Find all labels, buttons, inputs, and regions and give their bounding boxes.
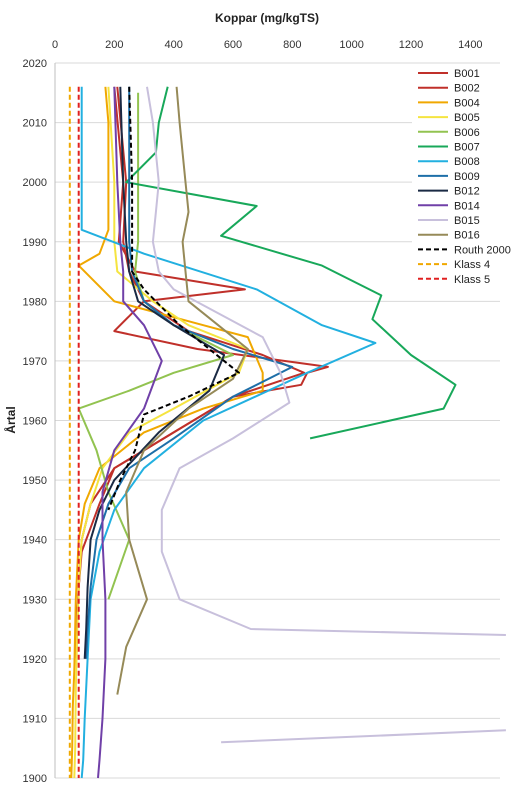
y-tick-label: 1950 (23, 475, 47, 487)
y-tick-label: 2020 (23, 58, 47, 70)
legend-label: B008 (454, 156, 480, 168)
legend-label: B002 (454, 83, 480, 95)
series-line-b002 (74, 86, 306, 642)
series-line-b016 (116, 86, 249, 695)
legend-label: Klass 4 (454, 259, 490, 271)
y-tick-label: 1980 (23, 296, 47, 308)
chart-title: Koppar (mg/kgTS) (215, 11, 319, 25)
series-line-routh-2000 (107, 86, 240, 511)
y-tick-label: 1900 (23, 773, 47, 785)
x-tick-label: 1200 (399, 39, 423, 51)
y-tick-label: 1910 (23, 713, 47, 725)
legend-label: Klass 5 (454, 274, 490, 286)
y-tick-label: 1920 (23, 654, 47, 666)
legend-label: B005 (454, 112, 480, 124)
series-line-b012 (83, 86, 226, 659)
x-tick-label: 400 (164, 39, 182, 51)
legend-label: B012 (454, 186, 480, 198)
y-tick-label: 1930 (23, 594, 47, 606)
x-tick-label: 800 (283, 39, 301, 51)
series-line-b004 (70, 86, 264, 779)
y-tick-label: 1940 (23, 535, 47, 547)
legend-label: B006 (454, 127, 480, 139)
legend-label: B014 (454, 200, 480, 212)
legend-label: B007 (454, 142, 480, 154)
y-axis-label: Årtal (3, 406, 18, 433)
x-tick-label: 1000 (339, 39, 363, 51)
y-tick-label: 1970 (23, 356, 47, 368)
series-line-b014 (97, 86, 163, 779)
series-line-b008 (80, 86, 377, 779)
legend: B001 B002 B004 B005 B006 B007 B008 B009 B012 B014… (412, 64, 511, 286)
legend-label: B001 (454, 68, 480, 80)
x-tick-label: 0 (52, 39, 58, 51)
y-tick-label: 2000 (23, 177, 47, 189)
legend-label: B004 (454, 97, 480, 109)
y-tick-label: 2010 (23, 118, 47, 130)
series-line-b005 (73, 86, 249, 779)
x-tick-label: 200 (105, 39, 123, 51)
y-tick-label: 1990 (23, 237, 47, 249)
series-layer (68, 86, 506, 779)
series-line-b009 (85, 86, 294, 659)
series-line-b015-segment (221, 729, 506, 744)
series-line-b006 (77, 92, 234, 600)
legend-label: Routh 2000 (454, 244, 511, 256)
series-line-b015 (146, 86, 506, 636)
x-tick-label: 600 (224, 39, 242, 51)
legend-label: B015 (454, 215, 480, 227)
y-tick-label: 1960 (23, 416, 47, 428)
x-tick-label: 1400 (458, 39, 482, 51)
legend-label: B016 (454, 230, 480, 242)
legend-label: B009 (454, 171, 480, 183)
axis-layer: 1900 1910 1920 1930 1940 1950 1960 1970 1980 1990… (23, 39, 483, 785)
